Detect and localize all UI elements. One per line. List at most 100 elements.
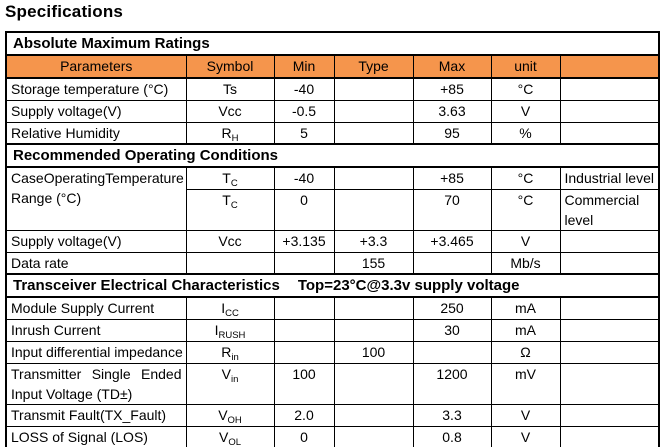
symbol-base: T bbox=[222, 170, 231, 186]
type-cell bbox=[333, 403, 414, 427]
min-cell bbox=[273, 340, 335, 364]
note-cell: Commercial level bbox=[559, 188, 660, 231]
param-line: Supply voltage(V) bbox=[11, 232, 122, 249]
min-cell bbox=[273, 318, 335, 342]
min-cell: 0 bbox=[273, 425, 335, 447]
section-cell: Absolute Maximum Ratings bbox=[5, 31, 660, 56]
param-cell: Transmitter Single Ended Input Voltage (TD±… bbox=[5, 362, 187, 405]
min-cell: 100 bbox=[273, 362, 335, 405]
symbol-subscript: C bbox=[230, 178, 238, 189]
symbol-base: V bbox=[221, 365, 231, 382]
param-cell: Supply voltage(V) bbox=[5, 99, 187, 123]
note-cell bbox=[559, 121, 660, 145]
unit-cell: Mb/s bbox=[490, 251, 561, 275]
param-line: Case Operating Temperature bbox=[11, 168, 184, 188]
note-cell: Industrial level bbox=[559, 166, 660, 190]
unit-cell: °C bbox=[490, 188, 561, 231]
column-header: Symbol bbox=[185, 54, 275, 79]
symbol-cell: Ts bbox=[185, 77, 275, 101]
param-cell: Module Supply Current bbox=[5, 296, 187, 320]
max-cell bbox=[412, 251, 492, 275]
symbol-cell: IRUSH bbox=[185, 318, 275, 342]
symbol-cell bbox=[185, 251, 275, 275]
unit-cell: % bbox=[490, 121, 561, 145]
type-cell bbox=[333, 188, 414, 231]
symbol-subscript: RUSH bbox=[218, 329, 246, 341]
unit-cell: V bbox=[490, 403, 561, 427]
symbol-cell: Vcc bbox=[185, 99, 275, 123]
table-row: Transmit Fault(TX_Fault) VOH 2.0 3.3 V bbox=[5, 403, 660, 427]
section-cell: Recommended Operating Conditions bbox=[5, 143, 660, 168]
note-line: Commercial bbox=[564, 191, 640, 208]
symbol-base: I bbox=[221, 300, 226, 316]
unit-cell: mV bbox=[490, 362, 561, 405]
table-row: TC 0 70 °C Commercial level bbox=[6, 188, 660, 231]
symbol-subscript: OL bbox=[228, 436, 242, 447]
min-cell: 0 bbox=[273, 188, 335, 231]
unit-cell: mA bbox=[490, 318, 561, 342]
table-row: Transmitter Single Ended Input Voltage (TD±… bbox=[5, 362, 660, 405]
symbol-cell: VOL bbox=[185, 425, 275, 447]
symbol-cell: TC bbox=[185, 188, 275, 231]
section-row: Transceiver Electrical Characteristics To… bbox=[5, 273, 660, 298]
page-title: Specifications bbox=[5, 2, 124, 21]
type-cell: 100 bbox=[333, 340, 414, 364]
param-line: Transmit Fault(TX_Fault) bbox=[11, 406, 167, 423]
param-line: LOSS of Signal (LOS) bbox=[11, 428, 148, 445]
symbol-cell: Vcc bbox=[185, 229, 275, 253]
symbol-base: Vcc bbox=[218, 102, 242, 119]
symbol-cell: VOH bbox=[185, 403, 275, 427]
symbol-base: V bbox=[218, 406, 228, 423]
symbol-base: R bbox=[221, 124, 232, 141]
type-cell bbox=[333, 318, 414, 342]
min-cell: -40 bbox=[273, 77, 335, 101]
note-line: level bbox=[564, 211, 594, 228]
symbol-subscript: H bbox=[231, 132, 239, 144]
max-cell: 3.63 bbox=[412, 99, 492, 123]
symbol-base: Vcc bbox=[218, 232, 242, 249]
note-cell bbox=[559, 229, 660, 253]
type-cell bbox=[333, 77, 414, 101]
symbol-subscript: C bbox=[230, 199, 238, 211]
param-line: Range (°C) bbox=[11, 190, 82, 206]
param-cell: Data rate bbox=[5, 251, 187, 275]
type-cell: +3.3 bbox=[333, 229, 414, 253]
table-row: Storage temperature (°C) Ts -40 +85 °C bbox=[5, 77, 660, 101]
unit-cell: Ω bbox=[490, 340, 561, 364]
spec-table-body: Absolute Maximum Ratings Parameters Symbol… bbox=[5, 31, 660, 447]
symbol-cell: ICC bbox=[185, 296, 275, 320]
section-row: Absolute Maximum Ratings bbox=[5, 31, 660, 56]
symbol-base: I bbox=[214, 321, 219, 338]
min-cell: 5 bbox=[273, 121, 335, 145]
table-row: Module Supply Current ICC 250 mA bbox=[5, 296, 660, 320]
table-row: Supply voltage(V) Vcc +3.135 +3.3 +3.465 V bbox=[5, 229, 660, 253]
table-row: Inrush Current IRUSH 30 mA bbox=[5, 318, 660, 342]
symbol-subscript: in bbox=[231, 351, 239, 363]
section-row: Recommended Operating Conditions bbox=[5, 143, 660, 168]
max-cell: 30 bbox=[412, 318, 492, 342]
max-cell: 95 bbox=[412, 121, 492, 145]
symbol-cell: RH bbox=[185, 121, 275, 145]
max-cell: 1200 bbox=[412, 362, 492, 405]
note-cell bbox=[559, 362, 660, 405]
table-row: Data rate 155 Mb/s bbox=[5, 251, 660, 275]
min-cell: +3.135 bbox=[273, 229, 335, 253]
table-row: Supply voltage(V) Vcc -0.5 3.63 V bbox=[5, 99, 660, 123]
param-line: Input differential impedance bbox=[11, 343, 183, 360]
param-cell: Relative Humidity bbox=[5, 121, 187, 145]
symbol-base: R bbox=[221, 343, 232, 360]
param-line: Module Supply Current bbox=[11, 300, 155, 316]
param-word: Case bbox=[11, 170, 44, 186]
symbol-subscript: OH bbox=[227, 414, 242, 426]
max-cell: 3.3 bbox=[412, 403, 492, 427]
unit-cell: mA bbox=[490, 296, 561, 320]
param-cell: Transmit Fault(TX_Fault) bbox=[5, 403, 187, 427]
note-cell bbox=[559, 340, 660, 364]
max-cell bbox=[412, 340, 492, 364]
note-cell bbox=[559, 77, 660, 101]
symbol-cell: Vin bbox=[185, 362, 275, 405]
symbol-cell: Rin bbox=[185, 340, 275, 364]
column-header-row: Parameters Symbol Min Type Max unit bbox=[5, 54, 660, 79]
section-inner: Recommended Operating Conditions bbox=[13, 146, 652, 165]
